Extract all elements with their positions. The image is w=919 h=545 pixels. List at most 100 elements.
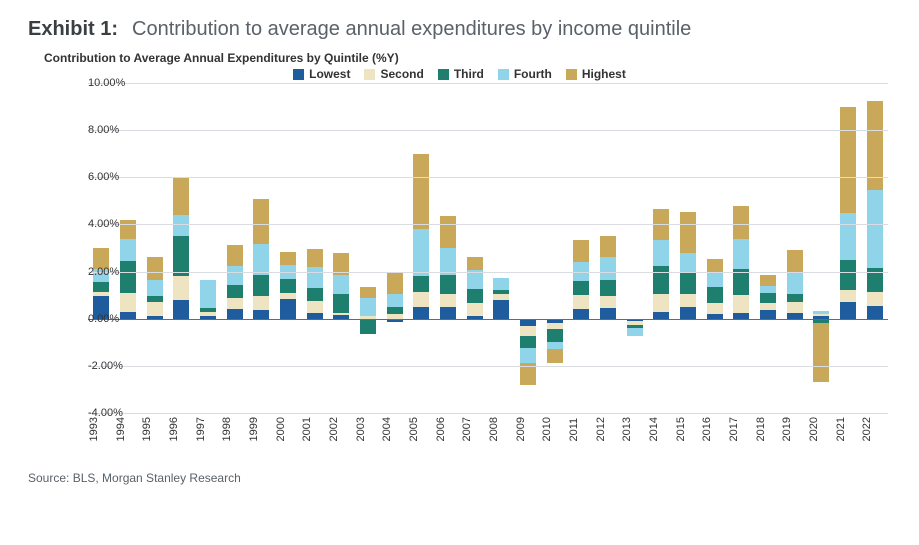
bar-segment-lowest <box>573 309 589 318</box>
bar-slot <box>781 83 808 413</box>
bar-slot <box>141 83 168 413</box>
bar-segment-highest <box>120 220 136 239</box>
bar-positive <box>333 253 349 319</box>
y-tick-label: 4.00% <box>88 218 94 230</box>
x-tick-label: 2020 <box>808 417 835 443</box>
bar-segment-highest <box>733 206 749 239</box>
bar-segment-third <box>680 273 696 294</box>
bar-segment-fourth <box>787 272 803 294</box>
bar-positive <box>413 154 429 319</box>
bar-positive <box>253 199 269 319</box>
bar-segment-third <box>760 293 776 304</box>
bar-slot <box>168 83 195 413</box>
bar-segment-third <box>387 307 403 314</box>
bar-segment-lowest <box>120 312 136 319</box>
y-tick-label: 2.00% <box>88 266 94 278</box>
legend-swatch <box>498 69 509 80</box>
bar-positive <box>707 259 723 319</box>
bar-segment-lowest <box>867 306 883 319</box>
bar-segment-fourth <box>707 273 723 287</box>
bar-negative <box>520 319 536 385</box>
x-tick-label: 2003 <box>355 417 382 443</box>
bar-segment-third <box>547 329 563 342</box>
x-tick-label: 2002 <box>328 417 355 443</box>
bar-segment-highest <box>840 107 856 213</box>
bar-segment-third <box>440 275 456 294</box>
bar-segment-lowest <box>840 302 856 319</box>
bar-segment-second <box>840 290 856 302</box>
bar-slot <box>408 83 435 413</box>
legend-label: Lowest <box>309 67 350 81</box>
bar-segment-second <box>147 302 163 316</box>
y-tick-label: 6.00% <box>88 171 94 183</box>
bar-segment-highest <box>573 240 589 262</box>
bar-segment-second <box>467 303 483 316</box>
bar-segment-third <box>787 294 803 302</box>
y-tick-label: 10.00% <box>88 77 94 89</box>
x-tick-label: 2008 <box>488 417 515 443</box>
bar-segment-fourth <box>760 286 776 293</box>
bar-segment-fourth <box>413 229 429 276</box>
bar-segment-second <box>680 294 696 307</box>
bar-positive <box>360 287 376 319</box>
bar-slot <box>568 83 595 413</box>
bar-segment-highest <box>760 275 776 286</box>
bar-positive <box>493 278 509 319</box>
x-tick-label: 2010 <box>541 417 568 443</box>
legend-item: Fourth <box>498 67 552 81</box>
bar-segment-third <box>173 236 189 276</box>
gridline <box>88 83 888 84</box>
bar-segment-fourth <box>547 342 563 349</box>
bar-segment-fourth <box>867 190 883 268</box>
bar-segment-third <box>573 281 589 295</box>
bar-segment-second <box>307 301 323 313</box>
bar-slot <box>328 83 355 413</box>
x-tick-label: 2019 <box>781 417 808 443</box>
x-tick-label: 2005 <box>408 417 435 443</box>
bar-negative <box>360 319 376 334</box>
gridline <box>88 130 888 131</box>
bar-positive <box>93 248 109 319</box>
x-tick-label: 2017 <box>728 417 755 443</box>
bar-slot <box>621 83 648 413</box>
bar-positive <box>227 245 243 319</box>
bar-slot <box>248 83 275 413</box>
bar-positive <box>147 257 163 318</box>
bar-segment-fourth <box>120 239 136 261</box>
bar-slot <box>355 83 382 413</box>
bar-segment-highest <box>467 257 483 270</box>
bar-segment-second <box>253 296 269 310</box>
bar-slot <box>301 83 328 413</box>
x-tick-label: 2013 <box>621 417 648 443</box>
legend-swatch <box>438 69 449 80</box>
bar-segment-highest <box>787 250 803 271</box>
bar-positive <box>840 107 856 319</box>
x-tick-label: 2014 <box>648 417 675 443</box>
x-tick-label: 2009 <box>515 417 542 443</box>
bar-positive <box>200 280 216 319</box>
bar-slot <box>488 83 515 413</box>
bar-segment-second <box>120 293 136 312</box>
legend-swatch <box>364 69 375 80</box>
gridline <box>88 413 888 414</box>
gridline <box>88 224 888 225</box>
bar-slot <box>648 83 675 413</box>
bar-segment-highest <box>173 177 189 215</box>
x-tick-label: 1993 <box>88 417 115 443</box>
legend-label: Fourth <box>514 67 552 81</box>
bar-segment-second <box>867 292 883 306</box>
bar-segment-lowest <box>227 309 243 318</box>
x-tick-label: 1995 <box>141 417 168 443</box>
bar-slot <box>835 83 862 413</box>
bar-segment-fourth <box>627 328 643 336</box>
gridline <box>88 366 888 367</box>
chart-subtitle: Contribution to Average Annual Expenditu… <box>44 51 891 65</box>
bar-slot <box>221 83 248 413</box>
bar-segment-third <box>600 280 616 297</box>
bar-segment-lowest <box>173 300 189 319</box>
bar-negative <box>547 319 563 364</box>
bar-segment-third <box>653 266 669 294</box>
gridline <box>88 319 888 320</box>
bar-segment-lowest <box>760 310 776 318</box>
bar-slot <box>808 83 835 413</box>
